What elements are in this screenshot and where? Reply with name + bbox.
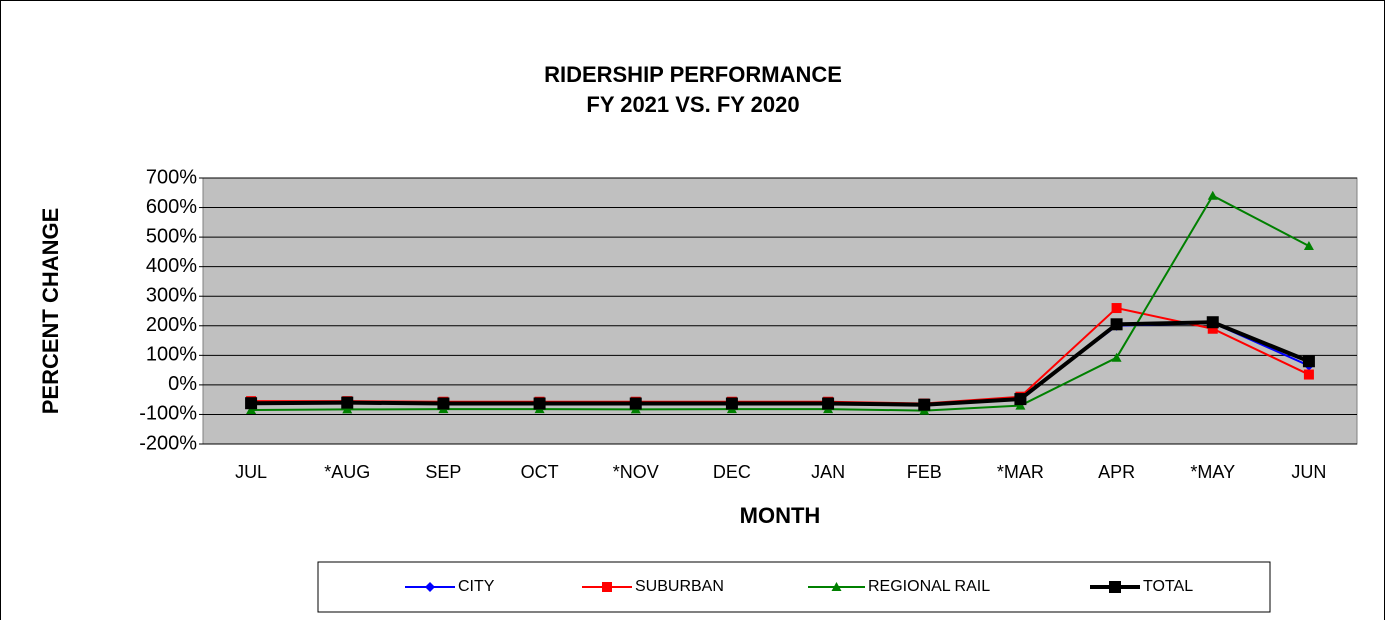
marker [1111,352,1122,362]
marker [1207,190,1218,200]
marker [629,397,642,410]
x-axis-label: MONTH [740,503,821,528]
marker [1303,369,1314,380]
x-tick-label: SEP [425,462,461,482]
marker [533,397,546,410]
y-tick-label: 700% [146,166,197,188]
x-tick-label: FEB [907,462,942,482]
series-line [251,194,1310,412]
marker [341,396,354,409]
x-tick-label: *NOV [613,462,659,482]
marker [1014,393,1027,406]
x-tick-label: *MAR [997,462,1044,482]
marker [918,398,931,411]
marker [1302,355,1315,368]
marker [342,404,353,414]
legend-label: CITY [458,578,495,595]
legend-label: TOTAL [1143,578,1193,595]
marker [831,582,842,591]
x-tick-label: DEC [713,462,751,482]
marker [245,397,258,410]
marker [437,397,450,410]
y-tick-label: 200% [146,314,197,336]
marker [425,582,435,592]
y-tick-label: 500% [146,225,197,247]
marker [602,582,612,592]
x-tick-label: JAN [811,462,845,482]
y-axis-label: PERCENT CHANGE [38,208,63,415]
chart-title: RIDERSHIP PERFORMANCE [544,62,842,87]
x-tick-label: *MAY [1190,462,1235,482]
x-tick-label: JUN [1291,462,1326,482]
y-tick-label: 0% [168,373,197,395]
y-tick-label: -200% [139,432,197,454]
marker [1303,240,1314,250]
legend-label: REGIONAL RAIL [868,578,990,595]
series-line [251,320,1310,407]
marker [822,397,835,410]
y-tick-label: -100% [139,403,197,425]
x-tick-label: APR [1098,462,1135,482]
marker [1207,323,1218,334]
marker [246,405,257,415]
marker [1206,316,1219,329]
marker [1111,303,1122,314]
chart-subtitle: FY 2021 VS. FY 2020 [586,92,799,117]
marker [725,397,738,410]
marker [1015,400,1026,410]
x-tick-label: JUL [235,462,267,482]
marker [1109,581,1121,593]
x-tick-label: OCT [521,462,559,482]
legend-label: SUBURBAN [635,578,724,595]
y-tick-label: 300% [146,285,197,307]
y-tick-label: 400% [146,255,197,277]
x-tick-label: *AUG [324,462,370,482]
marker [1110,318,1123,331]
y-tick-label: 100% [146,344,197,366]
y-tick-label: 600% [146,196,197,218]
